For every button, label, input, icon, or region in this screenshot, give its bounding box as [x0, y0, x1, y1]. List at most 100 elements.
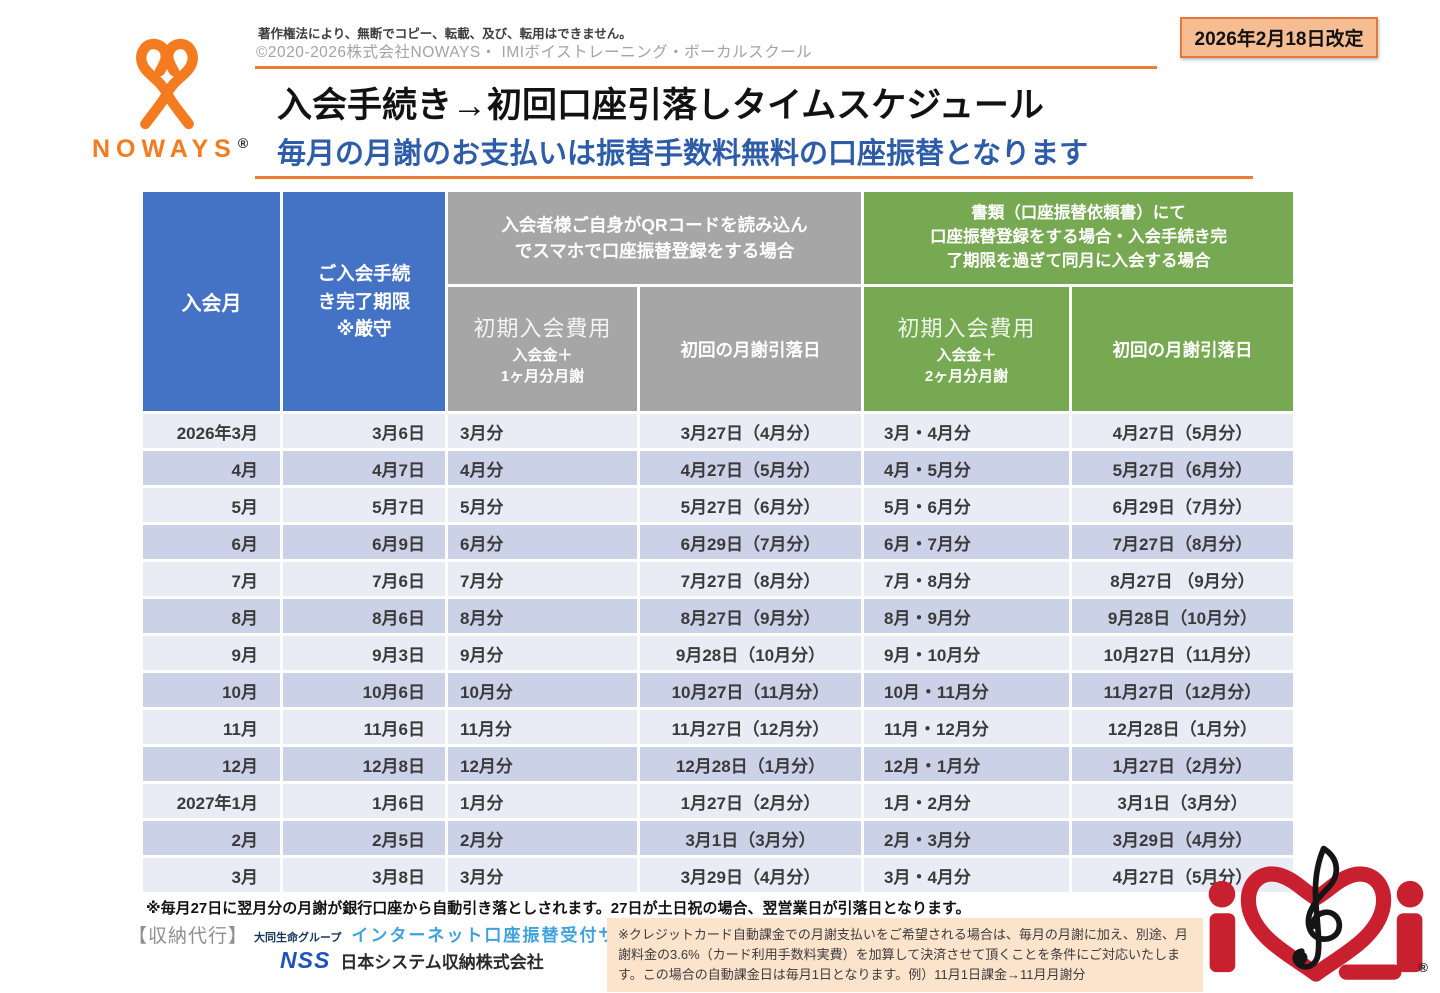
header-enroll-month: 入会月 — [143, 192, 280, 411]
cell-doc-initial-fee: 4月・5月分 — [864, 451, 1069, 485]
noways-logo: NOWAYS® — [92, 26, 249, 164]
cell-qr-first-debit: 5月27日（6月分） — [640, 488, 861, 522]
cell-qr-initial-fee: 9月分 — [448, 636, 637, 670]
cell-qr-initial-fee: 10月分 — [448, 673, 637, 707]
cell-doc-first-debit: 12月28日（1月分） — [1072, 710, 1293, 744]
noways-wordmark: NOWAYS® — [92, 135, 249, 163]
group-line: 書類（口座振替依頼書）にて — [971, 204, 1186, 223]
cell-qr-initial-fee: 8月分 — [448, 599, 637, 633]
cell-qr-first-debit: 10月27日（11月分） — [640, 673, 861, 707]
header-doc-first-debit-date: 初回の月謝引落日 — [1072, 287, 1293, 411]
deadline-line: ご入会手続 — [317, 262, 411, 284]
cell-procedure-deadline: 2月5日 — [283, 821, 445, 855]
noways-heart-ribbon-icon — [136, 38, 198, 130]
cell-doc-initial-fee: 8月・9月分 — [864, 599, 1069, 633]
cell-doc-first-debit: 8月27日 （9月分） — [1072, 562, 1293, 596]
header-qr-initial-fee: 初期入会費用 入会金＋ 1ヶ月分月謝 — [448, 287, 637, 411]
cell-qr-initial-fee: 3月分 — [448, 858, 637, 892]
cell-doc-first-debit: 7月27日（8月分） — [1072, 525, 1293, 559]
cell-doc-initial-fee: 3月・4月分 — [864, 414, 1069, 448]
group-header-document-registration: 書類（口座振替依頼書）にて 口座振替登録をする場合・入会手続き完 了期限を過ぎて… — [864, 192, 1293, 284]
copyright-line: ©2020-2026株式会社NOWAYS・ IMIボイストレーニング・ボーカルス… — [256, 44, 813, 61]
cell-procedure-deadline: 1月6日 — [283, 784, 445, 818]
cell-procedure-deadline: 6月9日 — [283, 525, 445, 559]
cell-enroll-month: 2027年1月 — [143, 784, 280, 818]
cell-qr-initial-fee: 11月分 — [448, 710, 637, 744]
cell-procedure-deadline: 4月7日 — [283, 451, 445, 485]
cell-qr-first-debit: 6月29日（7月分） — [640, 525, 861, 559]
cell-qr-initial-fee: 3月分 — [448, 414, 637, 448]
cell-qr-initial-fee: 6月分 — [448, 525, 637, 559]
cell-qr-first-debit: 8月27日（9月分） — [640, 599, 861, 633]
cell-doc-initial-fee: 1月・2月分 — [864, 784, 1069, 818]
direct-debit-service-label: インターネット口座振替受付サービス — [351, 926, 675, 945]
cell-doc-initial-fee: 9月・10月分 — [864, 636, 1069, 670]
cell-procedure-deadline: 3月8日 — [283, 858, 445, 892]
cell-enroll-month: 2026年3月 — [143, 414, 280, 448]
cell-qr-first-debit: 3月29日（4月分） — [640, 858, 861, 892]
page-subtitle: 毎月の月謝のお支払いは振替手数料無料の口座振替となります — [277, 138, 1089, 170]
collection-agency-block: 【収納代行】 大同生命グループ インターネット口座振替受付サービス NSS 日本… — [128, 921, 674, 974]
cell-qr-initial-fee: 1月分 — [448, 784, 637, 818]
cell-qr-initial-fee: 7月分 — [448, 562, 637, 596]
cell-procedure-deadline: 7月6日 — [283, 562, 445, 596]
cell-doc-initial-fee: 11月・12月分 — [864, 710, 1069, 744]
cell-doc-first-debit: 6月29日（7月分） — [1072, 488, 1293, 522]
cell-enroll-month: 5月 — [143, 488, 280, 522]
cell-enroll-month: 8月 — [143, 599, 280, 633]
cell-doc-first-debit: 1月27日（2月分） — [1072, 747, 1293, 781]
cell-enroll-month: 7月 — [143, 562, 280, 596]
imi-heart-clef-logo-icon — [1208, 845, 1424, 982]
page-title: 入会手続き→初回口座引落しタイムスケジュール — [277, 86, 1044, 125]
cell-procedure-deadline: 9月3日 — [283, 636, 445, 670]
copyright-notice: 著作権法により、無断でコピー、転載、及び、転用はできません。 — [258, 27, 632, 41]
registered-mark-icon: ® — [237, 135, 249, 151]
nss-company-name: 日本システム収納株式会社 — [340, 953, 544, 972]
cell-procedure-deadline: 5月7日 — [283, 488, 445, 522]
cell-enroll-month: 2月 — [143, 821, 280, 855]
credit-card-note-box: ※クレジットカード自動課金での月謝支払いをご希望される場合は、毎月の月謝に加え、… — [607, 918, 1203, 993]
fee-title: 初期入会費用 — [897, 316, 1036, 342]
cell-enroll-month: 9月 — [143, 636, 280, 670]
cell-qr-first-debit: 1月27日（2月分） — [640, 784, 861, 818]
group-line: 口座振替登録をする場合・入会手続き完 — [930, 228, 1227, 247]
header-qr-first-debit-date: 初回の月謝引落日 — [640, 287, 861, 411]
orange-divider-bottom — [255, 176, 1253, 179]
cell-qr-initial-fee: 12月分 — [448, 747, 637, 781]
cell-enroll-month: 3月 — [143, 858, 280, 892]
cell-doc-initial-fee: 10月・11月分 — [864, 673, 1069, 707]
revision-date-badge: 2026年2月18日改定 — [1180, 17, 1378, 58]
nss-logo: NSS — [280, 947, 331, 973]
cell-qr-first-debit: 9月28日（10月分） — [640, 636, 861, 670]
cell-enroll-month: 12月 — [143, 747, 280, 781]
cell-qr-initial-fee: 4月分 — [448, 451, 637, 485]
header-procedure-deadline: ご入会手続 き完了期限 ※厳守 — [283, 192, 445, 411]
deadline-line: ※厳守 — [336, 318, 392, 340]
cell-procedure-deadline: 11月6日 — [283, 710, 445, 744]
cell-procedure-deadline: 8月6日 — [283, 599, 445, 633]
orange-divider-top — [255, 66, 1157, 69]
cell-doc-first-debit: 4月27日（5月分） — [1072, 414, 1293, 448]
cell-doc-first-debit: 9月28日（10月分） — [1072, 599, 1293, 633]
cell-doc-initial-fee: 7月・8月分 — [864, 562, 1069, 596]
cell-qr-initial-fee: 2月分 — [448, 821, 637, 855]
cell-procedure-deadline: 10月6日 — [283, 673, 445, 707]
group-line: 了期限を過ぎて同月に入会する場合 — [946, 251, 1211, 270]
schedule-table: 入会月 ご入会手続 き完了期限 ※厳守 入会者様ご自身がQRコードを読み込ん で… — [143, 192, 1293, 892]
fee-title: 初期入会費用 — [473, 316, 612, 342]
cell-qr-first-debit: 7月27日（8月分） — [640, 562, 861, 596]
fee-line: 入会金＋ — [936, 347, 997, 365]
daido-group-label: 大同生命グループ — [254, 932, 342, 944]
cell-qr-first-debit: 4月27日（5月分） — [640, 451, 861, 485]
agency-label: 【収納代行】 — [128, 926, 249, 947]
group-line: 入会者様ご自身がQRコードを読み込ん — [501, 214, 808, 235]
cell-qr-initial-fee: 5月分 — [448, 488, 637, 522]
cell-doc-first-debit: 10月27日（11月分） — [1072, 636, 1293, 670]
cell-enroll-month: 11月 — [143, 710, 280, 744]
deadline-line: き完了期限 — [317, 290, 411, 312]
cell-doc-first-debit: 11月27日（12月分） — [1072, 673, 1293, 707]
cell-doc-first-debit: 3月1日（3月分） — [1072, 784, 1293, 818]
cell-doc-first-debit: 3月29日（4月分） — [1072, 821, 1293, 855]
group-header-qr-registration: 入会者様ご自身がQRコードを読み込ん でスマホで口座振替登録をする場合 — [448, 192, 861, 284]
